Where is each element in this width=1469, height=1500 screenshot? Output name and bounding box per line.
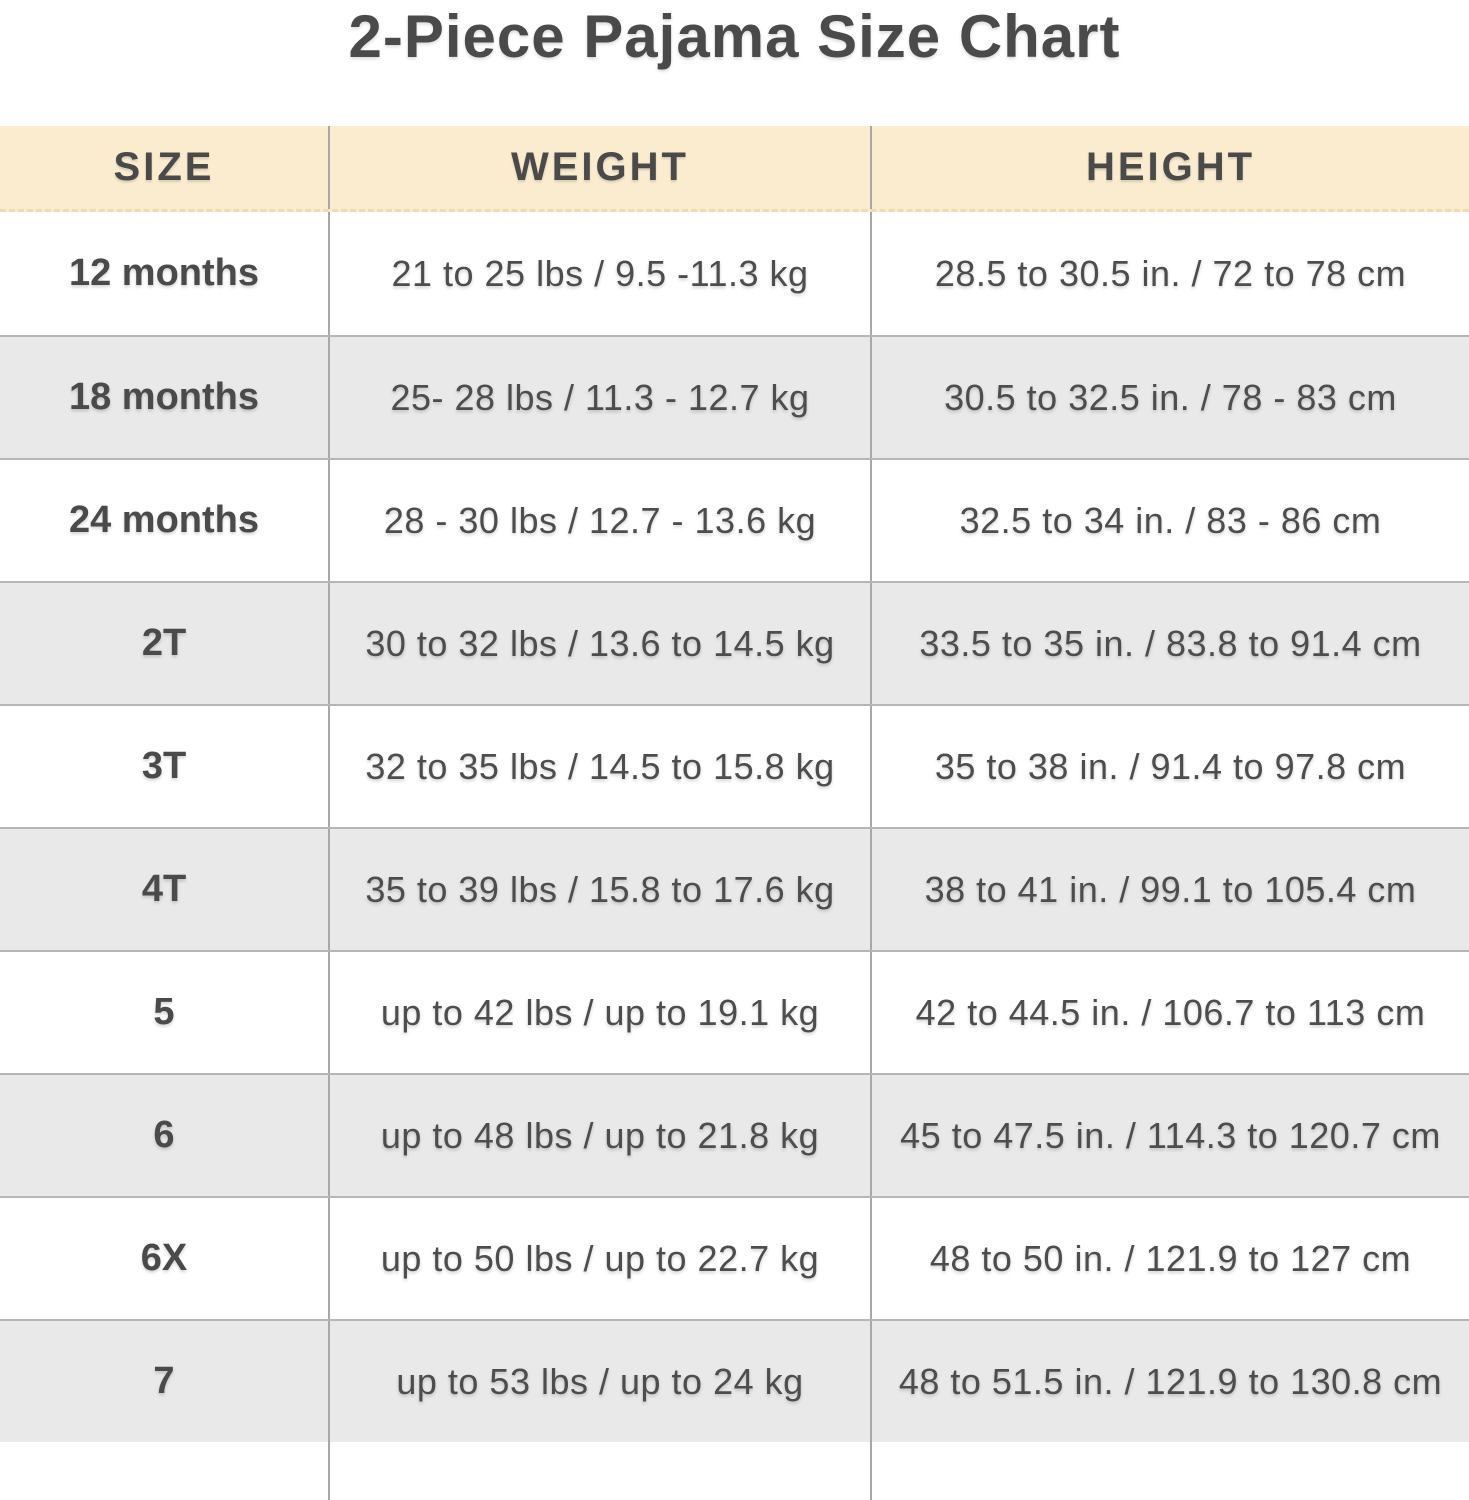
table-header-row: SIZE WEIGHT HEIGHT [0, 126, 1469, 212]
column-header-size: SIZE [0, 126, 330, 209]
weight-cell: 28 - 30 lbs / 12.7 - 13.6 kg [330, 460, 872, 581]
size-cell: 7 [0, 1321, 330, 1442]
page-title: 2-Piece Pajama Size Chart [348, 3, 1121, 70]
size-cell: 24 months [0, 460, 330, 581]
weight-cell: 21 to 25 lbs / 9.5 -11.3 kg [330, 212, 872, 335]
height-cell: 35 to 38 in. / 91.4 to 97.8 cm [934, 745, 1407, 787]
height-cell: 45 to 47.5 in. / 114.3 to 120.7 cm [900, 1114, 1441, 1156]
weight-cell: up to 48 lbs / up to 21.8 kg [330, 1075, 872, 1196]
height-cell: 48 to 50 in. / 121.9 to 127 cm [929, 1237, 1412, 1279]
size-chart-table: SIZE WEIGHT HEIGHT 12 months 21 to 25 lb… [0, 126, 1469, 1500]
weight-cell: 35 to 39 lbs / 15.8 to 17.6 kg [330, 829, 872, 950]
title-area: 2-Piece Pajama Size Chart [0, 0, 1469, 126]
size-cell: 2T [0, 583, 330, 704]
column-header-height: HEIGHT [1085, 145, 1256, 189]
weight-cell: 25- 28 lbs / 11.3 - 12.7 kg [330, 337, 872, 458]
size-cell: 4T [0, 829, 330, 950]
height-cell: 28.5 to 30.5 in. / 72 to 78 cm [934, 252, 1407, 294]
height-cell: 30.5 to 32.5 in. / 78 - 83 cm [944, 376, 1397, 418]
table-row: 6X up to 50 lbs / up to 22.7 kg 48 to 50… [0, 1196, 1469, 1319]
size-cell: 18 months [0, 337, 330, 458]
column-header-weight: WEIGHT [330, 126, 872, 209]
height-cell: 38 to 41 in. / 99.1 to 105.4 cm [924, 868, 1417, 910]
table-row: 4T 35 to 39 lbs / 15.8 to 17.6 kg 38 to … [0, 827, 1469, 950]
size-cell: 6X [0, 1198, 330, 1319]
table-row: 2T 30 to 32 lbs / 13.6 to 14.5 kg 33.5 t… [0, 581, 1469, 704]
size-cell: 12 months [0, 212, 330, 335]
table-filler-row [0, 1442, 1469, 1500]
height-cell: 32.5 to 34 in. / 83 - 86 cm [959, 499, 1382, 541]
weight-cell: up to 50 lbs / up to 22.7 kg [330, 1198, 872, 1319]
height-cell: 33.5 to 35 in. / 83.8 to 91.4 cm [919, 622, 1422, 664]
table-row: 5 up to 42 lbs / up to 19.1 kg 42 to 44.… [0, 950, 1469, 1073]
weight-cell: up to 42 lbs / up to 19.1 kg [330, 952, 872, 1073]
table-row: 7 up to 53 lbs / up to 24 kg 48 to 51.5 … [0, 1319, 1469, 1442]
table-row: 18 months 25- 28 lbs / 11.3 - 12.7 kg 30… [0, 335, 1469, 458]
size-cell: 5 [0, 952, 330, 1073]
table-row: 3T 32 to 35 lbs / 14.5 to 15.8 kg 35 to … [0, 704, 1469, 827]
table-row: 12 months 21 to 25 lbs / 9.5 -11.3 kg 28… [0, 212, 1469, 335]
filler-cell [872, 1442, 1469, 1500]
height-cell: 42 to 44.5 in. / 106.7 to 113 cm [915, 991, 1426, 1033]
filler-cell [0, 1442, 330, 1500]
size-cell: 6 [0, 1075, 330, 1196]
height-cell: 48 to 51.5 in. / 121.9 to 130.8 cm [898, 1360, 1443, 1402]
weight-cell: 32 to 35 lbs / 14.5 to 15.8 kg [330, 706, 872, 827]
filler-cell [330, 1442, 872, 1500]
weight-cell: up to 53 lbs / up to 24 kg [330, 1321, 872, 1442]
table-row: 6 up to 48 lbs / up to 21.8 kg 45 to 47.… [0, 1073, 1469, 1196]
weight-cell: 30 to 32 lbs / 13.6 to 14.5 kg [330, 583, 872, 704]
size-cell: 3T [0, 706, 330, 827]
table-row: 24 months 28 - 30 lbs / 12.7 - 13.6 kg 3… [0, 458, 1469, 581]
